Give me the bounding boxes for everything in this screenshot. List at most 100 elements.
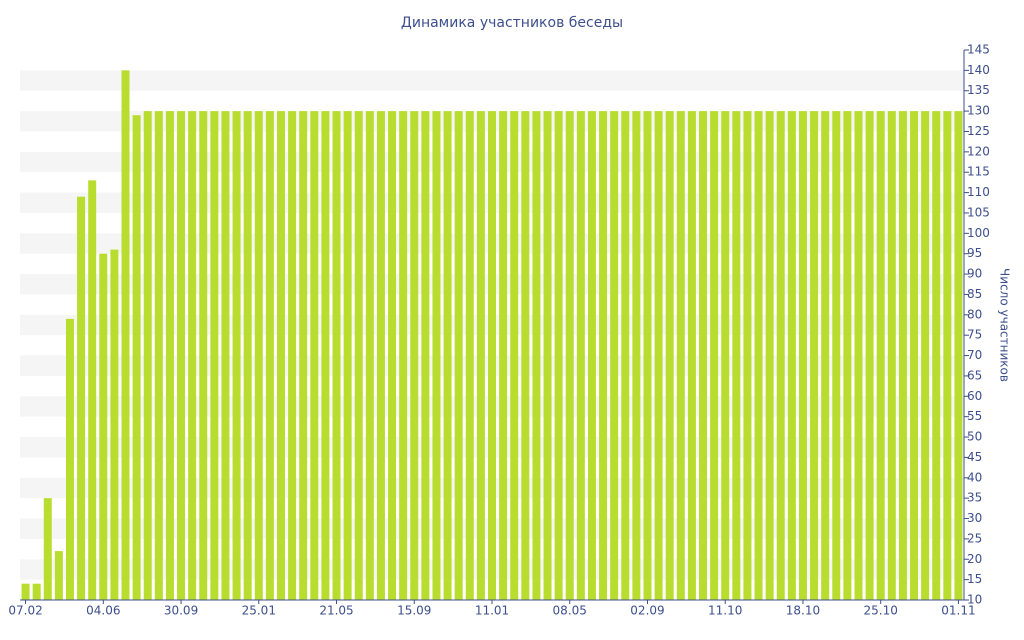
- bar: [210, 111, 219, 600]
- bar: [832, 111, 841, 600]
- bar: [121, 70, 130, 601]
- y-tick-label: 140: [967, 63, 990, 77]
- bar: [132, 115, 141, 601]
- x-tick-label: 21.05: [319, 604, 353, 618]
- bar: [376, 111, 385, 600]
- x-tick-label: 18.10: [786, 604, 820, 618]
- bar: [910, 111, 919, 600]
- x-tick-label: 30.09: [164, 604, 198, 618]
- bar: [332, 111, 341, 600]
- bar: [898, 111, 907, 600]
- bar: [465, 111, 474, 600]
- bar: [232, 111, 241, 600]
- bar: [565, 111, 574, 600]
- bar: [754, 111, 763, 600]
- y-tick-label: 35: [967, 491, 982, 505]
- bar: [510, 111, 519, 600]
- bar: [276, 111, 285, 600]
- bar: [410, 111, 419, 600]
- y-axis-title: Число участников: [998, 268, 1012, 382]
- bar: [710, 111, 719, 600]
- bar: [687, 111, 696, 600]
- bar: [77, 196, 86, 600]
- bar: [554, 111, 563, 600]
- bar: [632, 111, 641, 600]
- y-tick-label: 135: [967, 83, 990, 97]
- bar: [521, 111, 530, 600]
- y-tick-label: 55: [967, 409, 982, 423]
- y-tick-label: 45: [967, 450, 982, 464]
- y-tick-label: 30: [967, 511, 982, 525]
- bar: [476, 111, 485, 600]
- x-tick-label: 08.05: [553, 604, 587, 618]
- bar: [798, 111, 807, 600]
- bar: [610, 111, 619, 600]
- bar: [54, 551, 63, 600]
- bar: [699, 111, 708, 600]
- bar: [65, 318, 74, 600]
- bar: [443, 111, 452, 600]
- y-tick-label: 85: [967, 287, 982, 301]
- bar: [732, 111, 741, 600]
- bar: [876, 111, 885, 600]
- bar: [365, 111, 374, 600]
- bar: [665, 111, 674, 600]
- x-tick-label: 15.09: [397, 604, 431, 618]
- y-tick-label: 20: [967, 552, 982, 566]
- y-tick-label: 10: [967, 593, 982, 607]
- bar: [765, 111, 774, 600]
- y-tick-label: 105: [967, 205, 990, 219]
- y-tick-label: 115: [967, 165, 990, 179]
- bar: [654, 111, 663, 600]
- bar: [221, 111, 230, 600]
- bar: [810, 111, 819, 600]
- x-tick-label: 11.01: [475, 604, 509, 618]
- y-tick-label: 40: [967, 470, 982, 484]
- bar: [32, 583, 41, 600]
- bar: [488, 111, 496, 600]
- bar: [243, 111, 252, 600]
- bar: [399, 111, 408, 600]
- y-tick-label: 130: [967, 104, 990, 118]
- y-tick-label: 95: [967, 246, 982, 260]
- bar: [154, 111, 163, 600]
- bar: [776, 111, 785, 600]
- bar: [454, 111, 463, 600]
- bar: [932, 111, 941, 600]
- y-tick-label: 75: [967, 328, 982, 342]
- bar: [21, 583, 30, 600]
- bar: [432, 111, 441, 600]
- x-tick-label: 11.10: [708, 604, 742, 618]
- bar: [288, 111, 297, 600]
- bar: [165, 111, 174, 600]
- y-tick-label: 25: [967, 531, 982, 545]
- y-tick-label: 125: [967, 124, 990, 138]
- bar: [143, 111, 152, 600]
- bar: [721, 111, 730, 600]
- bar: [954, 111, 963, 600]
- bar: [254, 111, 263, 600]
- x-tick-label: 04.06: [86, 604, 120, 618]
- bar: [354, 111, 363, 600]
- bar: [599, 111, 608, 600]
- bar: [921, 111, 930, 600]
- bar: [199, 111, 208, 600]
- bar: [854, 111, 863, 600]
- bar: [343, 111, 352, 600]
- x-tick-label: 25.10: [864, 604, 898, 618]
- x-tick-label: 01.11: [941, 604, 975, 618]
- bar: [843, 111, 852, 600]
- bar: [865, 111, 874, 600]
- y-tick-label: 90: [967, 267, 982, 281]
- bar: [621, 111, 630, 600]
- bar: [643, 111, 652, 600]
- y-tick-label: 80: [967, 307, 982, 321]
- bar: [743, 111, 752, 600]
- bar: [43, 498, 52, 600]
- x-tick-label: 25.01: [242, 604, 276, 618]
- y-tick-label: 145: [967, 43, 990, 57]
- bar: [587, 111, 596, 600]
- bar: [532, 111, 541, 600]
- x-tick-label: 07.02: [8, 604, 42, 618]
